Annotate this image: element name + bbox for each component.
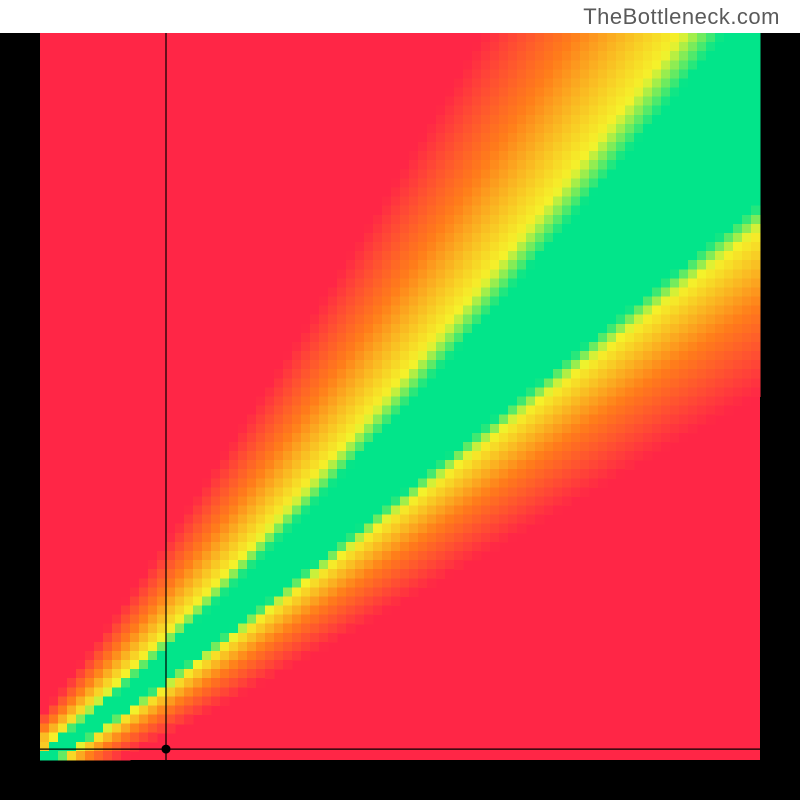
chart-container: TheBottleneck.com [0, 0, 800, 800]
watermark-text: TheBottleneck.com [583, 4, 780, 30]
bottleneck-chart-svg [0, 0, 800, 800]
